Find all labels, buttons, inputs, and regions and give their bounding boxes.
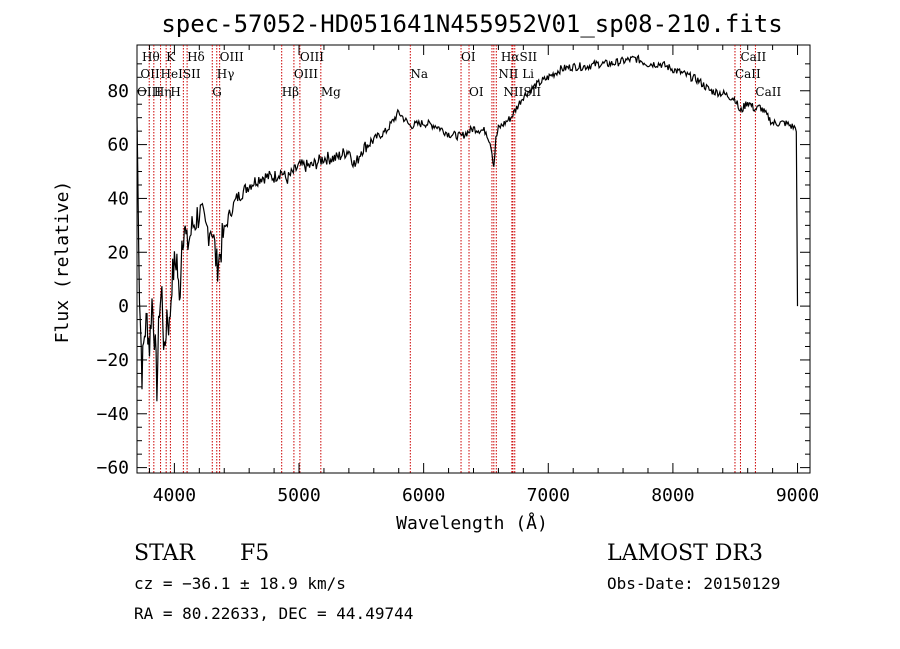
line-label: Na [410, 67, 428, 81]
line-label: Hδ [187, 50, 205, 64]
line-label: CaII [740, 50, 766, 64]
object-class: STAR [134, 541, 196, 566]
y-tick-label: −20 [96, 350, 129, 371]
spectrum-series [136, 54, 799, 402]
redshift-velocity: cz = −36.1 ± 18.9 km/s [134, 574, 346, 593]
line-label: Mg [321, 85, 341, 99]
line-label: OIII [137, 85, 161, 99]
x-tick-label: 6000 [402, 485, 445, 506]
survey-name: LAMOST DR3 [607, 541, 763, 566]
line-label: G [212, 85, 222, 99]
object-subclass: F5 [240, 541, 269, 566]
y-tick-label: 60 [107, 135, 129, 156]
line-label: OI [469, 85, 484, 99]
x-tick-label: 8000 [651, 485, 694, 506]
line-label: OIII [294, 67, 318, 81]
line-label: Hγ [217, 67, 235, 81]
line-label: OIII [300, 50, 324, 64]
y-tick-label: 80 [107, 81, 129, 102]
line-label: OII [140, 67, 160, 81]
x-tick-label: 5000 [277, 485, 320, 506]
y-tick-label: −60 [96, 458, 129, 479]
line-label: HeISII [161, 67, 201, 81]
observation-date: Obs-Date: 20150129 [607, 574, 780, 593]
line-label: Hβ [282, 85, 299, 99]
y-tick-label: 40 [107, 188, 129, 209]
y-tick-label: 0 [118, 296, 129, 317]
y-tick-label: −40 [96, 404, 129, 425]
line-label: K [166, 50, 176, 64]
x-axis-ticks: 4000 5000 6000 7000 8000 9000 [148, 45, 819, 506]
line-label: CaII [755, 85, 781, 99]
x-tick-label: 7000 [527, 485, 570, 506]
x-tick-label: 9000 [776, 485, 819, 506]
y-axis-ticks: −60 −40 −20 0 20 40 60 80 [96, 63, 810, 479]
line-label: Hθ [142, 50, 160, 64]
spectral-line-markers [148, 45, 756, 473]
line-label: OIII [220, 50, 244, 64]
coordinates: RA = 80.22633, DEC = 44.49744 [134, 604, 413, 623]
line-label: Hη [154, 85, 172, 99]
y-axis-label: Flux (relative) [52, 181, 73, 344]
chart-title: spec-57052-HD051641N455952V01_sp08-210.f… [161, 10, 782, 38]
x-tick-label: 4000 [153, 485, 196, 506]
y-tick-label: 20 [107, 242, 129, 263]
line-label: H [170, 85, 180, 99]
line-label: NII Li [498, 67, 534, 81]
x-axis-label: Wavelength (Å) [396, 512, 548, 534]
line-label: CaII [735, 67, 761, 81]
line-label: OI [461, 50, 476, 64]
line-label: HαSII [501, 50, 538, 64]
spectral-line-labels: Hθ K Hδ OIII OIII OI HαSII CaII OII HeISII Hγ OIII N… [137, 50, 781, 99]
plot-frame [136, 44, 811, 474]
